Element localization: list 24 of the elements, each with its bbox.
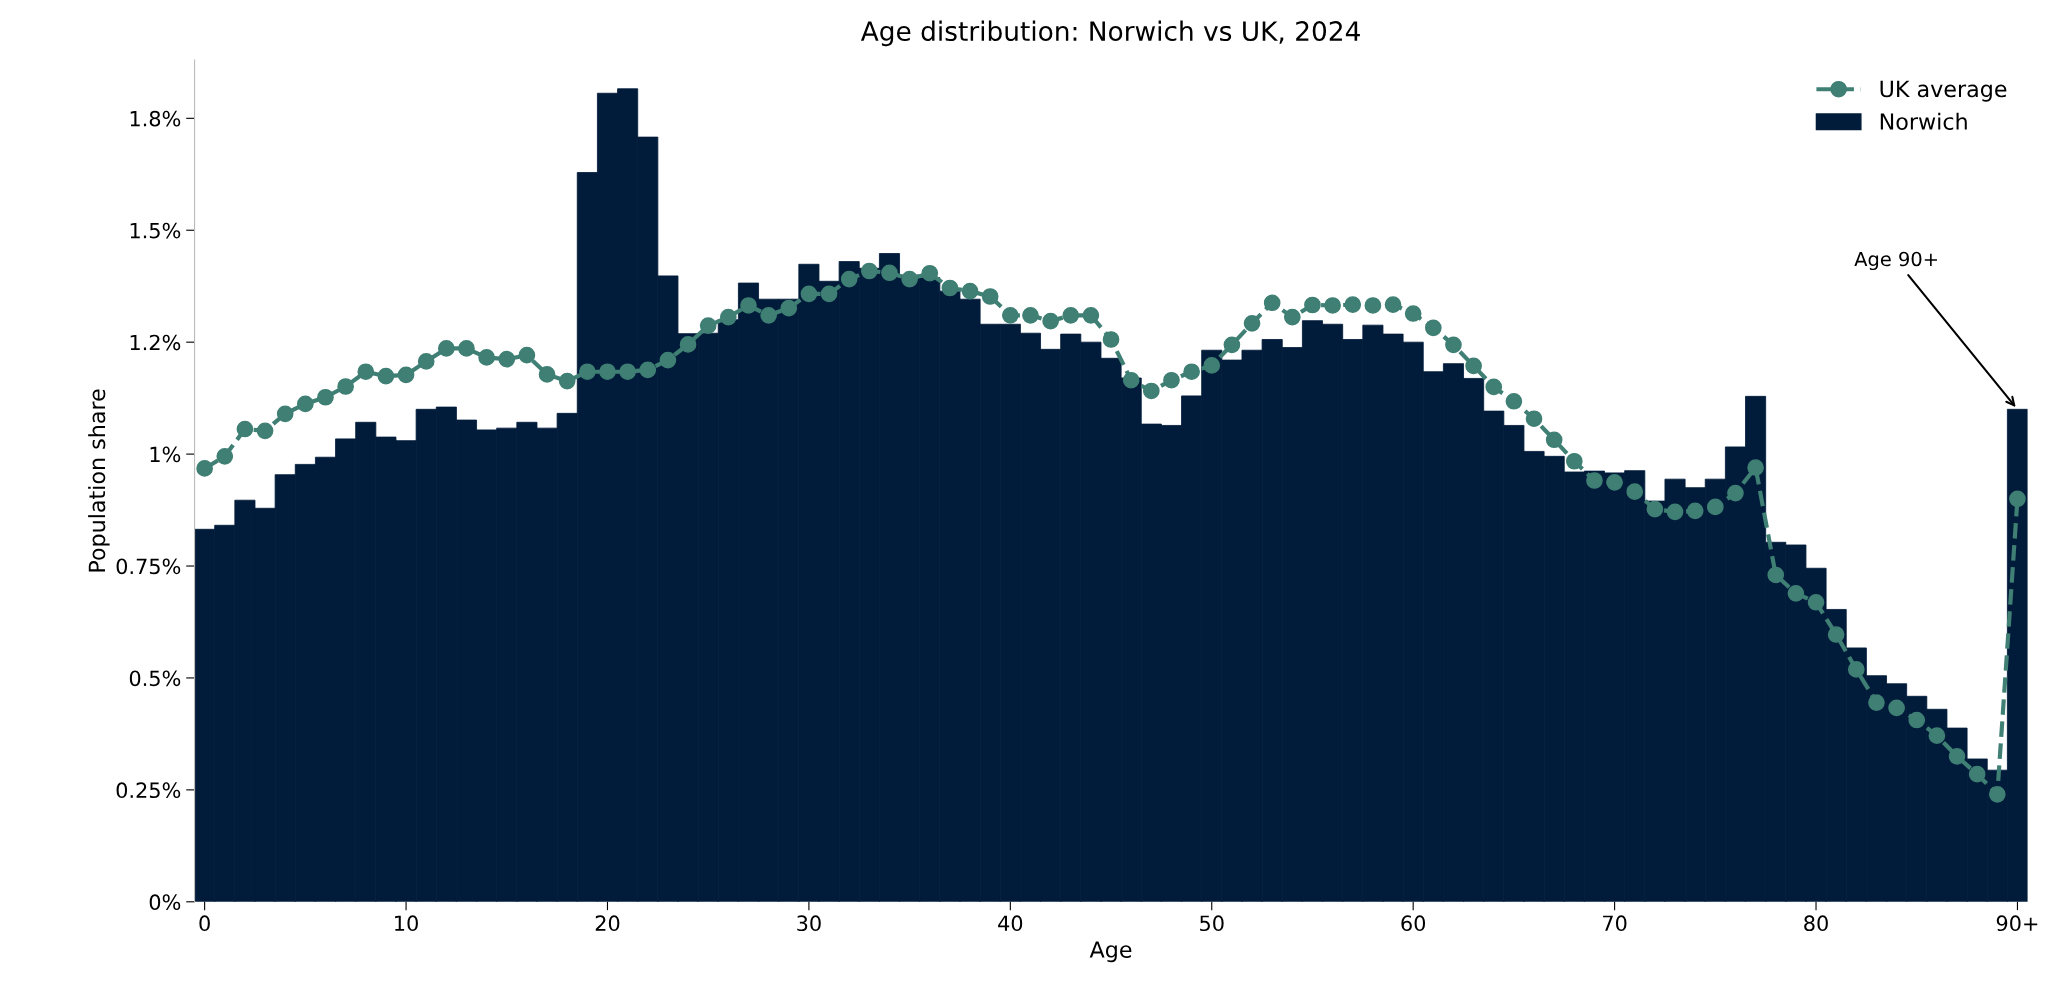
annotation: Age 90+: [1854, 251, 1937, 271]
x-tick-label: 60: [1401, 915, 1426, 932]
x-tick-label: 80: [1804, 915, 1828, 932]
legend-label: UK average: [1880, 80, 2007, 102]
legend-label: Norwich: [1880, 112, 1967, 130]
x-tick-label: 50: [1200, 915, 1224, 932]
x-tick-label: 20: [595, 915, 620, 932]
y-axis-title: Population share: [88, 389, 110, 572]
x-axis-title: Age: [1089, 941, 1132, 963]
x-tick-label: 0: [199, 915, 210, 932]
x-tick-label: 10: [395, 915, 418, 932]
y-tick-label: 0%: [149, 894, 181, 911]
y-tick-label: 0.5%: [129, 670, 181, 687]
y-tick-label: 1.8%: [130, 110, 181, 127]
x-tick-label: 40: [998, 915, 1023, 932]
y-tick-label: 1%: [150, 446, 181, 463]
x-tick-label: 90+: [1996, 915, 2038, 932]
y-tick-label: 1.5%: [130, 222, 181, 239]
chart-title: Age distribution: Norwich vs UK, 2024: [860, 20, 1360, 47]
x-tick-label: 30: [797, 915, 821, 932]
x-tick-label: 70: [1603, 915, 1627, 932]
y-tick-label: 0.75%: [116, 558, 181, 575]
y-tick-label: 0.25%: [116, 782, 181, 799]
y-tick-label: 1.2%: [130, 334, 181, 351]
